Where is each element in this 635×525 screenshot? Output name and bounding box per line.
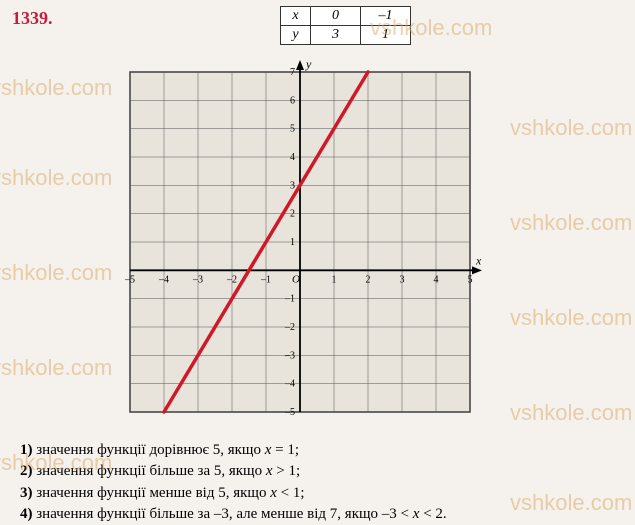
- svg-text:–3: –3: [192, 274, 203, 285]
- table-y-label: y: [281, 26, 311, 45]
- problem-number: 1339.: [12, 8, 53, 29]
- svg-text:2: 2: [366, 274, 371, 285]
- svg-text:5: 5: [290, 124, 295, 135]
- watermark: vshkole.com: [510, 400, 632, 426]
- watermark: vshkole.com: [0, 355, 112, 381]
- svg-text:y: y: [305, 57, 312, 71]
- svg-text:5: 5: [468, 274, 473, 285]
- answer-item: 4) значення функції більше за –3, але ме…: [20, 504, 447, 524]
- svg-text:–4: –4: [284, 379, 295, 390]
- svg-text:–4: –4: [158, 274, 169, 285]
- svg-text:–5: –5: [284, 407, 295, 418]
- svg-text:2: 2: [290, 209, 295, 220]
- table-cell: 1: [361, 26, 411, 45]
- svg-text:3: 3: [290, 180, 295, 191]
- answer-item: 1) значення функції дорівнює 5, якщо x =…: [20, 440, 447, 460]
- answers-list: 1) значення функції дорівнює 5, якщо x =…: [20, 440, 447, 525]
- svg-text:3: 3: [400, 274, 405, 285]
- svg-text:–5: –5: [124, 274, 135, 285]
- watermark: vshkole.com: [510, 305, 632, 331]
- svg-text:1: 1: [290, 237, 295, 248]
- svg-text:–2: –2: [226, 274, 237, 285]
- svg-text:x: x: [475, 253, 482, 267]
- svg-text:O: O: [292, 273, 300, 285]
- watermark: vshkole.com: [0, 260, 112, 286]
- answer-item: 3) значення функції менше від 5, якщо x …: [20, 483, 447, 503]
- svg-text:–1: –1: [260, 274, 271, 285]
- watermark: vshkole.com: [510, 490, 632, 516]
- watermark: vshkole.com: [0, 165, 112, 191]
- table-cell: 0: [311, 7, 361, 26]
- svg-text:–2: –2: [284, 322, 295, 333]
- table-cell: 3: [311, 26, 361, 45]
- linear-function-graph: –5 –4 –3 –2 –1 1 2 3 4 5 –5 –4 –3 –2 –1 1 2 3 4 5 6 7 Ox y: [110, 52, 490, 432]
- answer-item: 2) значення функції більше за 5, якщо x …: [20, 461, 447, 481]
- table-cell: –1: [361, 7, 411, 26]
- svg-text:1: 1: [332, 274, 337, 285]
- svg-text:–1: –1: [284, 294, 295, 305]
- watermark: vshkole.com: [510, 115, 632, 141]
- svg-text:4: 4: [290, 152, 295, 163]
- xy-table: x 0 –1 y 3 1: [280, 6, 411, 45]
- svg-text:4: 4: [434, 274, 439, 285]
- svg-text:7: 7: [290, 67, 295, 78]
- table-x-label: x: [281, 7, 311, 26]
- svg-text:6: 6: [290, 95, 295, 106]
- svg-text:–3: –3: [284, 350, 295, 361]
- watermark: vshkole.com: [0, 75, 112, 101]
- watermark: vshkole.com: [510, 210, 632, 236]
